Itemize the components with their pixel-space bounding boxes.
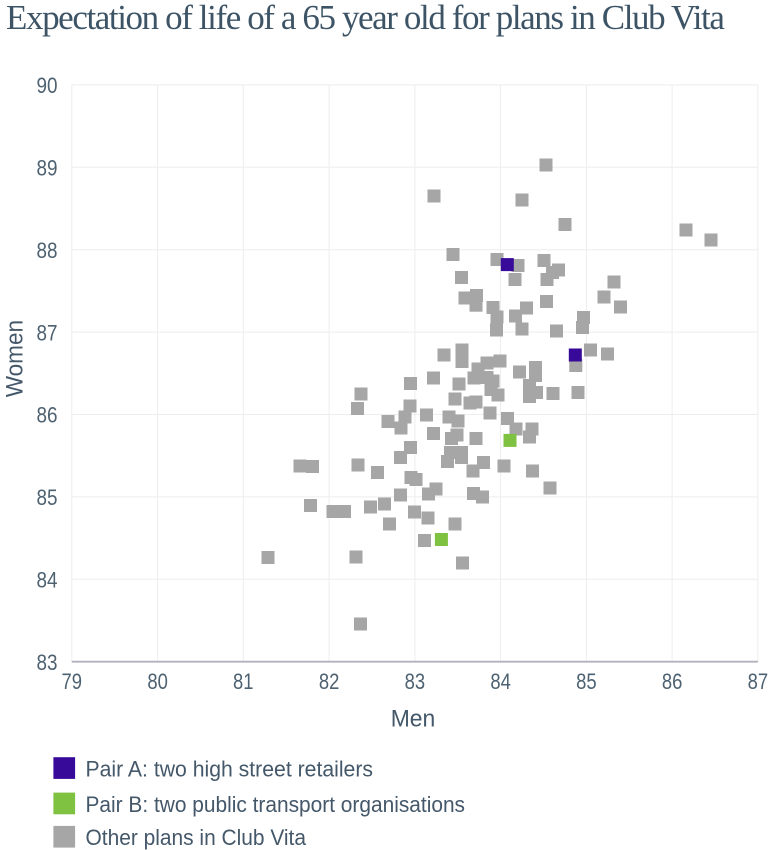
svg-text:84: 84 xyxy=(37,568,58,593)
svg-text:79: 79 xyxy=(62,669,83,694)
svg-text:83: 83 xyxy=(37,650,58,675)
svg-text:87: 87 xyxy=(748,669,769,694)
svg-text:86: 86 xyxy=(662,669,683,694)
svg-text:85: 85 xyxy=(37,485,58,510)
svg-text:89: 89 xyxy=(37,156,58,181)
svg-text:85: 85 xyxy=(576,669,597,694)
svg-text:82: 82 xyxy=(319,669,340,694)
svg-text:80: 80 xyxy=(147,669,168,694)
svg-text:Pair B: two public transport o: Pair B: two public transport organisatio… xyxy=(86,792,466,817)
svg-text:86: 86 xyxy=(37,403,58,428)
svg-text:87: 87 xyxy=(37,320,58,345)
svg-text:Men: Men xyxy=(391,706,436,733)
svg-text:83: 83 xyxy=(405,669,426,694)
svg-text:Expectation of life of a 65 ye: Expectation of life of a 65 year old for… xyxy=(6,0,725,37)
svg-text:Pair A: two high street retail: Pair A: two high street retailers xyxy=(86,757,374,782)
svg-text:90: 90 xyxy=(37,73,58,98)
svg-text:84: 84 xyxy=(490,669,511,694)
svg-text:Women: Women xyxy=(2,320,29,397)
svg-text:Other plans in Club Vita: Other plans in Club Vita xyxy=(86,825,307,850)
svg-text:88: 88 xyxy=(37,238,58,263)
svg-text:81: 81 xyxy=(233,669,254,694)
